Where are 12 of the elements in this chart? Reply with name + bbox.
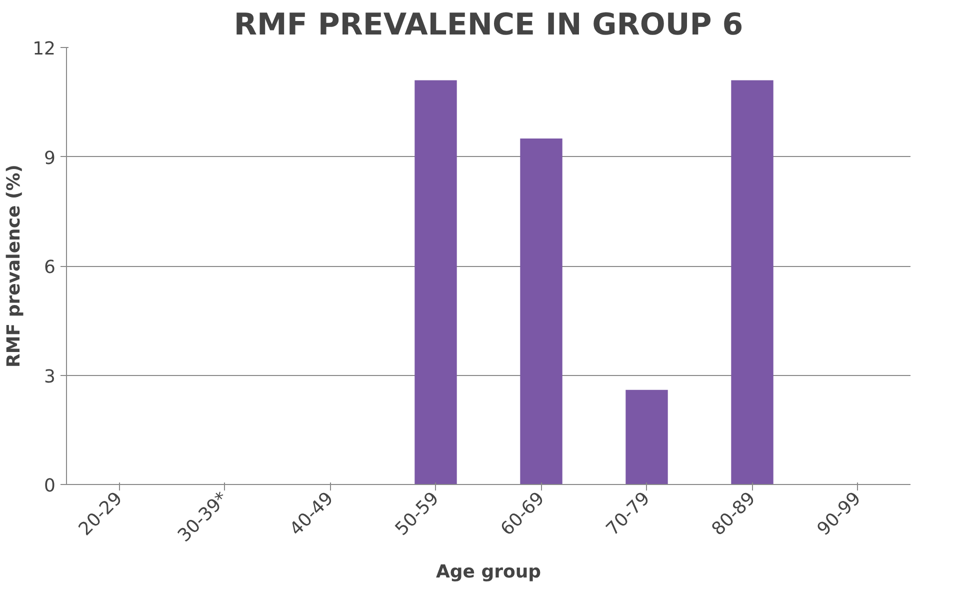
bar [520,138,562,484]
x-axis-title: Age group [436,562,542,583]
bar [626,390,668,484]
y-axis-title: RMF prevalence (%) [4,164,25,368]
y-tick-label: 12 [32,38,56,60]
bar [414,80,457,484]
y-tick-label: 3 [44,366,56,388]
y-tick-label: 6 [44,257,56,278]
chart-title: RMF PREVALENCE IN GROUP 6 [234,8,744,42]
bar [731,80,774,484]
y-tick-label: 0 [44,476,56,496]
y-tick-label: 9 [44,148,56,169]
